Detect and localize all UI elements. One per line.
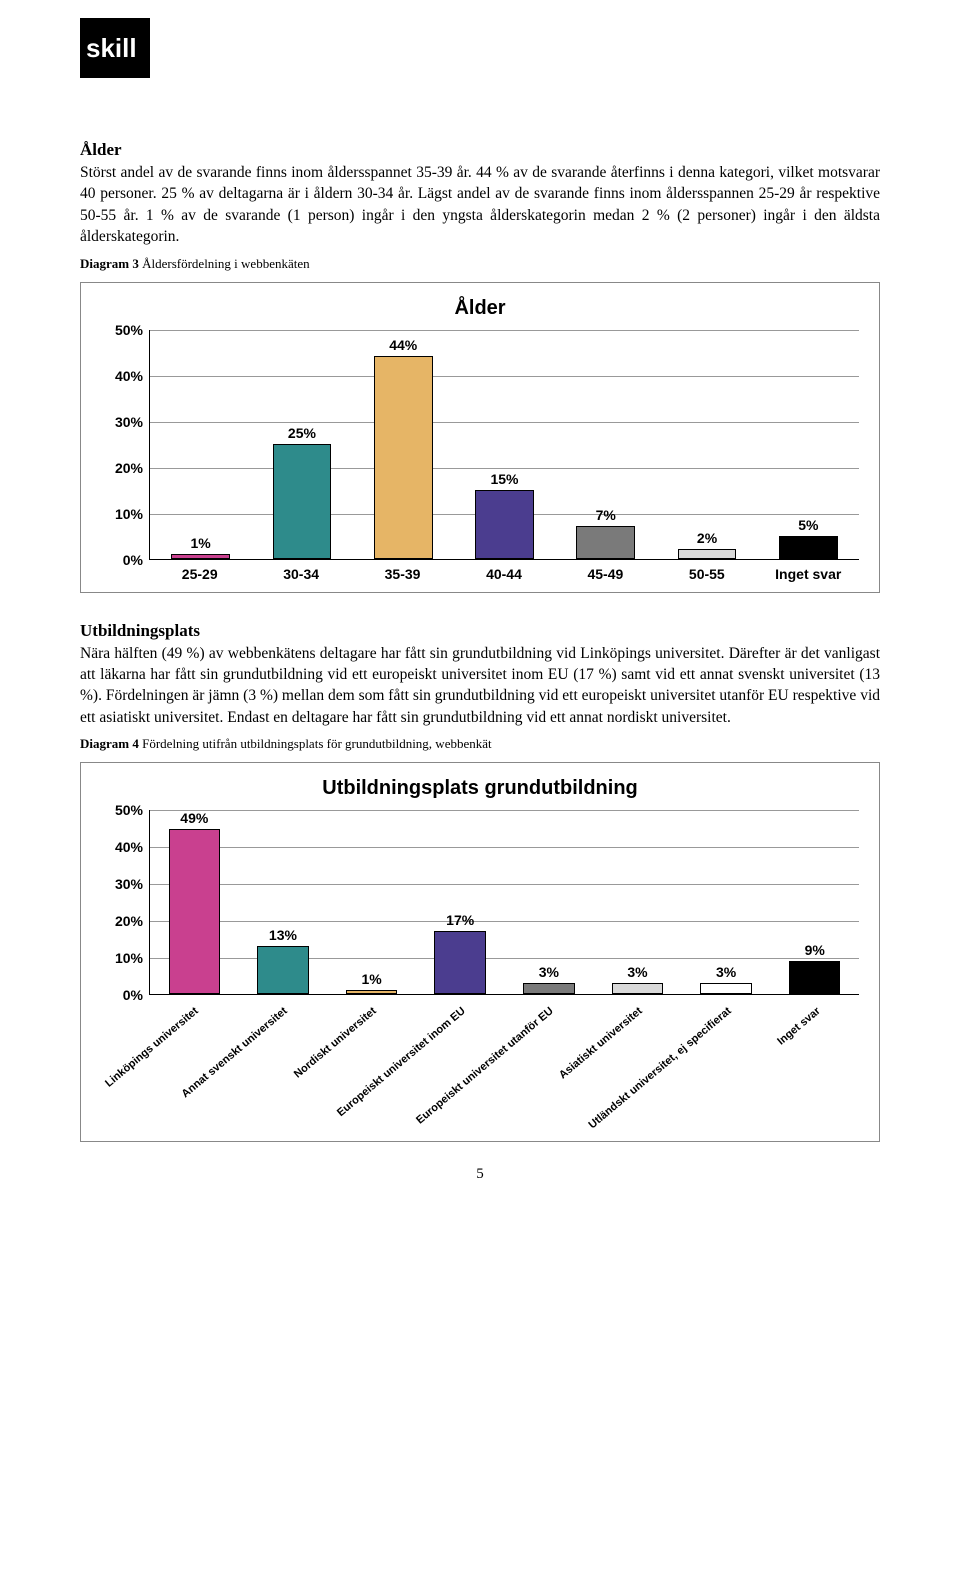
bar-column: 15% <box>454 330 555 559</box>
y-axis: 0%10%20%30%40%50% <box>101 330 149 560</box>
bar <box>346 990 397 994</box>
y-tick-label: 30% <box>115 414 143 430</box>
bar <box>576 526 635 558</box>
chart1-title: Ålder <box>101 297 859 320</box>
chart2-container: Utbildningsplats grundutbildning 0% 10% 20… <box>80 762 880 1142</box>
chart1-x-axis: 25-2930-3435-3940-4445-4950-55Inget svar <box>149 566 859 582</box>
bar-column: 25% <box>251 330 352 559</box>
x-axis-label: Inget svar <box>770 999 859 1131</box>
plot-region: 49% 13% 1% 17% 3% 3% 3% 9% <box>149 810 859 995</box>
y-tick-label: 20% <box>115 460 143 476</box>
x-axis-label: 25-29 <box>149 566 250 582</box>
bar-value-label: 13% <box>269 927 297 943</box>
bar-value-label: 15% <box>490 471 518 487</box>
bar-value-label: 1% <box>191 535 211 551</box>
y-tick-label: 40% <box>115 368 143 384</box>
brand-logo: skill <box>80 18 150 78</box>
bars-row: 1% 25% 44% 15% 7% 2% 5% <box>150 330 859 559</box>
caption-rest: Fördelning utifrån utbildningsplats för … <box>139 736 492 751</box>
bar <box>273 444 332 559</box>
x-axis-label: 50-55 <box>656 566 757 582</box>
y-axis: 0%10%20%30%40%50% <box>101 810 149 995</box>
bar <box>612 983 663 994</box>
section2-paragraph: Nära hälften (49 %) av webbenkätens delt… <box>80 643 880 729</box>
bar-value-label: 1% <box>361 971 381 987</box>
bar-value-label: 3% <box>716 964 736 980</box>
y-tick-label: 20% <box>115 913 143 929</box>
page-number: 5 <box>80 1166 880 1183</box>
diagram3-caption: Diagram 3 Åldersfördelning i webbenkäten <box>80 256 880 272</box>
diagram4-caption: Diagram 4 Fördelning utifrån utbildnings… <box>80 736 880 752</box>
y-tick-label: 50% <box>115 322 143 338</box>
y-tick-label: 0% <box>123 987 143 1003</box>
bar-column: 1% <box>327 810 416 994</box>
chart2-plot-area: 0%10%20%30%40%50%49%13%1%17%3%3%3%9% <box>101 810 859 995</box>
caption-bold: Diagram 4 <box>80 736 139 751</box>
bar-column: 9% <box>770 810 859 994</box>
bar <box>169 829 220 994</box>
bar-value-label: 9% <box>805 942 825 958</box>
bar <box>171 554 230 559</box>
bar-column: 3% <box>505 810 594 994</box>
bar-value-label: 5% <box>798 517 818 533</box>
bar-column: 13% <box>239 810 328 994</box>
bar-value-label: 7% <box>596 507 616 523</box>
x-axis-label: 35-39 <box>352 566 453 582</box>
bar-value-label: 3% <box>627 964 647 980</box>
bar <box>434 931 485 994</box>
section1-title: Ålder <box>80 140 880 160</box>
bar <box>475 490 534 559</box>
y-tick-label: 50% <box>115 802 143 818</box>
bar-value-label: 25% <box>288 425 316 441</box>
section2-title: Utbildningsplats <box>80 621 880 641</box>
bar-column: 17% <box>416 810 505 994</box>
bar-column: 2% <box>656 330 757 559</box>
bar-column: 49% <box>150 810 239 994</box>
chart2-title: Utbildningsplats grundutbildning <box>101 777 859 800</box>
bar-column: 44% <box>353 330 454 559</box>
bar-column: 7% <box>555 330 656 559</box>
y-tick-label: 0% <box>123 552 143 568</box>
bar <box>789 961 840 994</box>
x-axis-label: 40-44 <box>453 566 554 582</box>
caption-rest: Åldersfördelning i webbenkäten <box>139 256 310 271</box>
y-tick-label: 10% <box>115 506 143 522</box>
x-axis-label: Utländskt universitet, ej specifierat <box>682 999 771 1131</box>
bar-value-label: 49% <box>180 810 208 826</box>
y-tick-label: 10% <box>115 950 143 966</box>
bar <box>700 983 751 994</box>
bar-value-label: 2% <box>697 530 717 546</box>
y-tick-label: 30% <box>115 876 143 892</box>
chart1-plot-area: 0%10%20%30%40%50%1%25%44%15%7%2%5% <box>101 330 859 560</box>
y-tick-label: 40% <box>115 839 143 855</box>
bar-column: 3% <box>593 810 682 994</box>
x-axis-label: Inget svar <box>758 566 859 582</box>
plot-region: 1% 25% 44% 15% 7% 2% 5% <box>149 330 859 560</box>
bar-column: 1% <box>150 330 251 559</box>
bar <box>523 983 574 994</box>
bar-column: 5% <box>758 330 859 559</box>
bar-column: 3% <box>682 810 771 994</box>
x-axis-label: 30-34 <box>250 566 351 582</box>
bar-value-label: 3% <box>539 964 559 980</box>
bar <box>678 549 737 558</box>
chart1-container: Ålder 0% 10% 20% 30% 40% 50% 1% 25% 44% 15% 7% 2% 5%… <box>80 282 880 593</box>
section1-paragraph: Störst andel av de svarande finns inom å… <box>80 162 880 248</box>
bar <box>257 946 308 994</box>
x-axis-label: 45-49 <box>555 566 656 582</box>
chart2-x-axis: Linköpings universitetAnnat svenskt univ… <box>149 999 859 1131</box>
bar-value-label: 44% <box>389 337 417 353</box>
bar <box>374 356 433 558</box>
bar <box>779 536 838 559</box>
caption-bold: Diagram 3 <box>80 256 139 271</box>
bars-row: 49% 13% 1% 17% 3% 3% 3% 9% <box>150 810 859 994</box>
bar-value-label: 17% <box>446 912 474 928</box>
